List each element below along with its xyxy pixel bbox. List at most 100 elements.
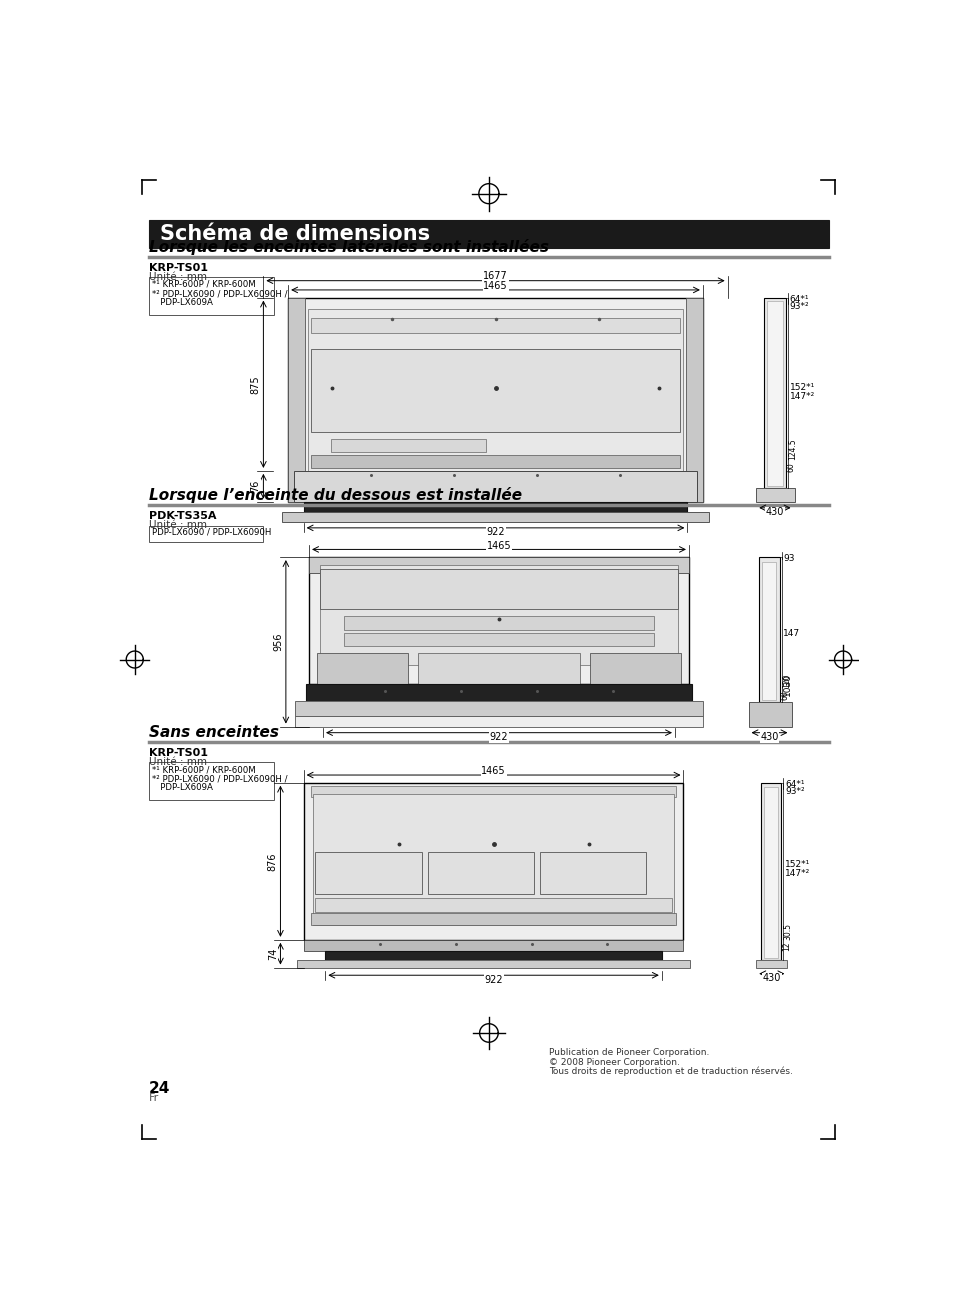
Text: PDP-LX609A: PDP-LX609A [152,784,213,793]
Text: 93*²: 93*² [784,788,803,797]
Text: 147*²: 147*² [789,392,814,401]
Text: 152*¹: 152*¹ [784,859,809,868]
Text: 922: 922 [489,733,508,742]
Bar [756,488,794,502]
Bar [311,913,675,925]
Bar [319,569,678,610]
Bar [427,852,534,895]
Text: 147: 147 [782,629,800,637]
Text: Unité : mm: Unité : mm [149,272,207,282]
Text: 24: 24 [149,1081,170,1097]
Text: 12: 12 [781,942,790,951]
Bar [311,349,679,432]
Text: 875: 875 [251,375,260,393]
Bar [325,951,661,960]
Text: *¹ KRP-600P / KRP-600M: *¹ KRP-600P / KRP-600M [152,765,255,774]
Bar [294,701,702,716]
Text: 922: 922 [484,974,502,985]
Text: *² PDP-LX6090 / PDP-LX6090H /: *² PDP-LX6090 / PDP-LX6090H / [152,289,287,298]
Bar [748,701,791,726]
Text: 430: 430 [765,508,783,517]
Text: Lorsque les enceintes latérales sont installées: Lorsque les enceintes latérales sont ins… [149,239,548,255]
Text: 124.5: 124.5 [787,439,797,460]
Bar [316,653,408,684]
Text: PDP-LX6090 / PDP-LX6090H: PDP-LX6090 / PDP-LX6090H [152,528,271,537]
Text: 1465: 1465 [486,541,511,551]
Bar [288,298,702,502]
Bar [589,653,680,684]
Bar [311,456,679,468]
Text: Fr: Fr [149,1093,159,1104]
Bar [309,558,688,572]
Bar [308,310,682,471]
Bar [344,632,654,646]
Text: 64*¹: 64*¹ [784,780,803,789]
Bar [761,562,776,700]
Text: PDP-LX609A: PDP-LX609A [152,298,213,307]
Text: 60: 60 [780,691,788,700]
Bar [539,852,645,895]
Text: 120: 120 [781,674,790,688]
Text: 147*²: 147*² [784,868,809,878]
Text: 93*²: 93*² [789,302,808,311]
Text: *¹ KRP-600P / KRP-600M: *¹ KRP-600P / KRP-600M [152,279,255,289]
Bar [344,615,654,629]
Bar [756,960,786,968]
Text: Lorsque l’enceinte du dessous est installée: Lorsque l’enceinte du dessous est instal… [149,487,521,503]
Bar [319,564,678,665]
Text: 1677: 1677 [482,272,507,281]
Text: 93: 93 [782,554,794,563]
Text: KRP-TS01: KRP-TS01 [149,263,208,273]
Bar [149,526,263,542]
Bar [309,558,688,684]
Bar [763,788,778,959]
Text: Unité : mm: Unité : mm [149,757,207,768]
Bar [149,277,274,315]
Text: *² PDP-LX6090 / PDP-LX6090H /: *² PDP-LX6090 / PDP-LX6090H / [152,774,287,784]
Text: KRP-TS01: KRP-TS01 [149,748,208,757]
Bar [315,899,671,912]
Bar [766,300,781,486]
Bar [303,940,682,951]
Text: PDK-TS35A: PDK-TS35A [149,511,216,521]
Text: 1030: 1030 [782,673,792,696]
Text: 152*¹: 152*¹ [789,383,814,392]
Bar [759,558,779,701]
Bar [417,653,579,684]
Text: 30.5: 30.5 [782,923,792,940]
Text: 74: 74 [268,947,277,960]
Text: 76: 76 [251,481,260,492]
Bar [294,716,702,726]
Bar [303,782,682,940]
Bar [303,502,686,512]
Text: 1465: 1465 [482,281,507,291]
Text: Schéma de dimensions: Schéma de dimensions [159,223,429,244]
Bar [313,794,674,925]
Text: Unité : mm: Unité : mm [149,520,207,530]
Text: Publication de Pioneer Corporation.: Publication de Pioneer Corporation. [549,1049,709,1058]
Text: 430: 430 [760,733,778,742]
Text: © 2008 Pioneer Corporation.: © 2008 Pioneer Corporation. [549,1058,679,1067]
Bar [297,960,689,968]
Bar [311,317,679,333]
Text: 64*¹: 64*¹ [789,295,808,303]
Bar [760,782,781,960]
Bar [149,219,828,248]
Bar [315,852,421,895]
Bar [282,512,708,521]
Text: 876: 876 [268,852,277,871]
Bar [294,471,696,502]
Bar [306,684,691,701]
Bar [685,298,702,502]
Bar [311,786,675,797]
Bar [288,298,305,502]
Text: 1465: 1465 [480,767,505,776]
Text: 922: 922 [486,528,504,538]
Text: 430: 430 [761,973,781,983]
Bar [331,439,485,452]
Text: Sans enceintes: Sans enceintes [149,725,278,741]
Text: 60: 60 [785,462,795,473]
Bar [763,298,785,488]
Text: 956: 956 [273,632,283,652]
Bar [149,761,274,801]
